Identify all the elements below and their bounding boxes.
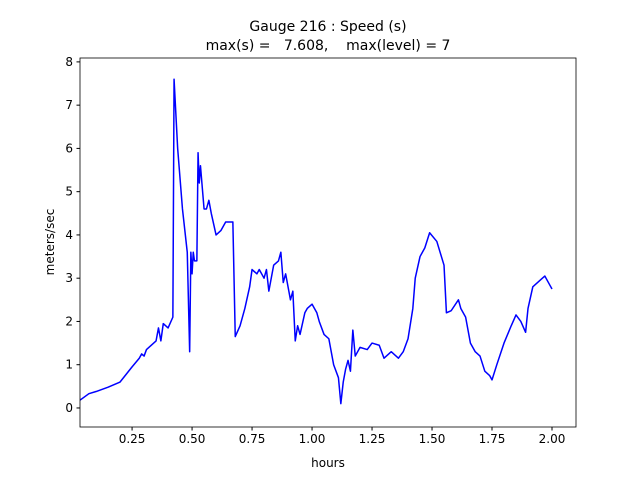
chart-title: Gauge 216 : Speed (s) xyxy=(249,19,406,35)
y-tick-label: 8 xyxy=(65,55,73,69)
x-tick-label: 2.00 xyxy=(539,432,566,446)
data-line xyxy=(80,78,553,405)
y-tick-label: 0 xyxy=(65,401,73,415)
y-tick-label: 3 xyxy=(65,271,73,285)
x-tick-label: 1.50 xyxy=(419,432,446,446)
x-tick-label: 0.50 xyxy=(179,432,206,446)
y-tick-label: 7 xyxy=(65,98,73,112)
y-tick-label: 2 xyxy=(65,314,73,328)
y-tick-label: 6 xyxy=(65,141,73,155)
y-axis-label: meters/sec xyxy=(43,209,57,276)
x-tick-label: 1.25 xyxy=(359,432,386,446)
x-tick-label: 0.25 xyxy=(119,432,146,446)
x-tick-label: 1.00 xyxy=(299,432,326,446)
x-tick-label: 1.75 xyxy=(479,432,506,446)
x-axis-label: hours xyxy=(311,456,345,470)
axes-frame xyxy=(79,57,577,428)
y-tick-label: 5 xyxy=(65,185,73,199)
x-tick-label: 0.75 xyxy=(239,432,266,446)
y-tick-label: 4 xyxy=(65,228,73,242)
y-tick-label: 1 xyxy=(65,358,73,372)
chart-subtitle: max(s) = 7.608, max(level) = 7 xyxy=(206,38,451,54)
